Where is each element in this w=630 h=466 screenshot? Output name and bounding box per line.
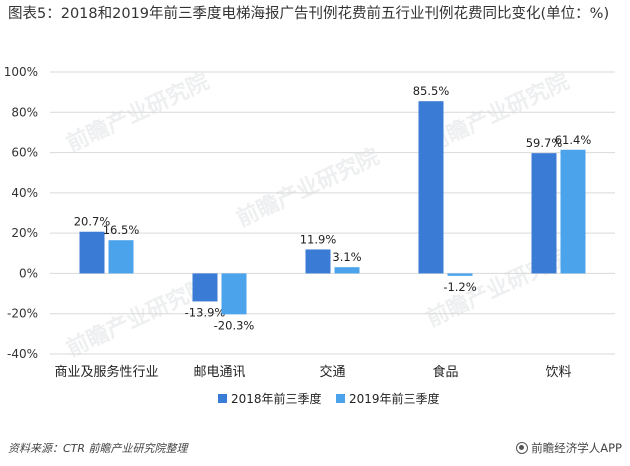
y-tick-label: 40%: [11, 186, 38, 200]
bar: [447, 273, 473, 276]
y-tick-label: 0%: [19, 266, 38, 280]
bar: [108, 240, 134, 274]
y-tick-label: 60%: [11, 146, 38, 160]
legend-label: 2019年前三季度: [349, 391, 440, 406]
x-category-label: 食品: [432, 364, 458, 380]
data-label: 20.7%: [74, 215, 111, 229]
data-label: -13.9%: [185, 305, 226, 319]
bar-chart: -40% -20% 0% 20% 40% 60% 80% 100% 20.7%16.5% 商业及服…: [4, 65, 615, 406]
y-tick-label: 20%: [11, 226, 38, 240]
y-tick-label: -20%: [7, 307, 38, 321]
x-category-label: 邮电通讯: [193, 365, 245, 380]
source-note: 资料来源：CTR 前瞻产业研究院整理: [8, 442, 188, 455]
bar: [192, 273, 218, 302]
data-label: 61.4%: [555, 133, 592, 147]
bar: [79, 231, 105, 274]
bar: [221, 273, 247, 315]
brand-credit: 前瞻经济学人APP: [516, 440, 622, 456]
legend-swatch: [336, 394, 345, 403]
data-label: -20.3%: [214, 318, 255, 332]
y-tick-label: -40%: [7, 347, 38, 361]
brand-name: 前瞻经济学人APP: [531, 441, 622, 455]
data-label: 85.5%: [413, 84, 450, 98]
bar: [334, 267, 360, 274]
y-tick-label: 100%: [4, 65, 38, 79]
bar: [305, 249, 331, 274]
x-category-label: 交通: [319, 364, 345, 380]
brand-logo-icon: [516, 442, 529, 454]
data-label: 3.1%: [332, 250, 361, 264]
data-label: -1.2%: [443, 280, 476, 294]
x-category-label: 饮料: [545, 365, 571, 380]
data-label: 59.7%: [526, 136, 563, 150]
legend-label: 2018年前三季度: [231, 391, 322, 406]
bar: [418, 101, 444, 274]
data-label: 11.9%: [300, 232, 337, 246]
bar: [560, 149, 586, 274]
bar: [531, 153, 557, 274]
y-tick-label: 80%: [11, 105, 38, 119]
chart-title: 图表5：2018和2019年前三季度电梯海报广告刊例花费前五行业刊例花费同比变化…: [8, 6, 610, 22]
x-category-label: 商业及服务性行业: [54, 364, 158, 380]
data-label: 16.5%: [103, 223, 140, 237]
legend-swatch: [218, 394, 227, 403]
